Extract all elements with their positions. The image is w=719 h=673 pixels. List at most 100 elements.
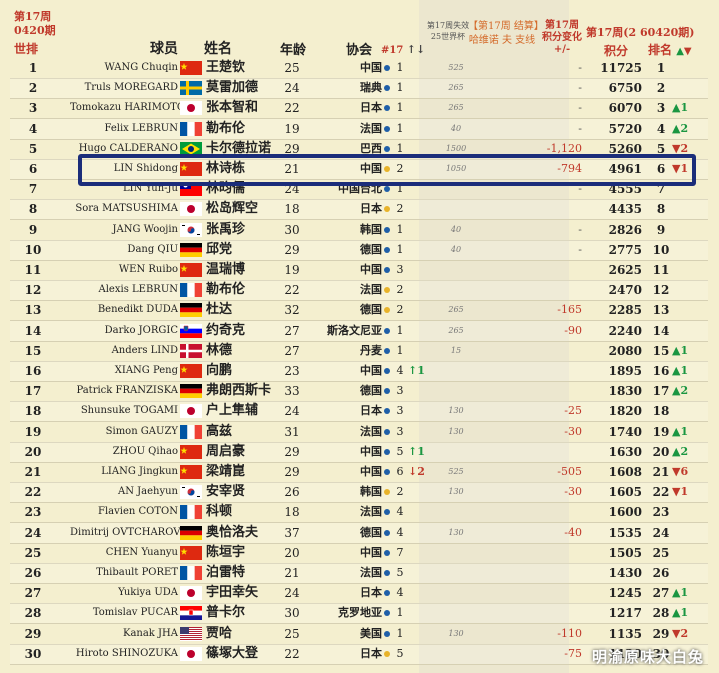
player-name-en: Shunsuke TOGAMI xyxy=(80,405,178,417)
header-week: 第17周 0420期 xyxy=(14,10,56,37)
player-age: 30 xyxy=(284,606,300,621)
new-rank: 8 xyxy=(656,202,666,217)
col17-value: 5 xyxy=(396,646,404,660)
watermark: 明渝原味大白兔 xyxy=(592,648,705,666)
points-change xyxy=(530,442,582,462)
table-row: 25 CHEN Yuanyu 陈垣宇 20 中国 7 1505 25 xyxy=(10,543,708,564)
world-rank: 2 xyxy=(28,81,38,96)
rank-move: ▼2 xyxy=(672,141,689,155)
table-row: 23 Flavien COTON 科顿 18 法国 4 1600 23 xyxy=(10,502,708,524)
dropped-points: 1500 xyxy=(445,143,467,153)
col17-value: 1 xyxy=(396,323,404,337)
world-rank: 17 xyxy=(24,384,42,399)
table-row: 20 ZHOU Qihao 周启豪 29 中国 5 ↑1 1630 20 ▲2 xyxy=(10,441,708,463)
points: 6070 xyxy=(608,101,642,116)
player-name-cn: 周启豪 xyxy=(206,443,246,459)
world-rank: 29 xyxy=(24,626,42,641)
points-change: -30 xyxy=(564,424,582,438)
association-dot-icon xyxy=(384,347,390,354)
points-change xyxy=(530,603,582,623)
player-age: 22 xyxy=(284,101,300,116)
header-assoc: 协会 xyxy=(346,43,373,58)
player-association: 德国 xyxy=(360,525,382,539)
col17-value: 1 xyxy=(396,141,404,155)
player-age: 32 xyxy=(284,303,300,318)
association-dot-icon xyxy=(384,509,390,516)
player-name-en: Dang QIU xyxy=(127,243,178,255)
association-dot-icon xyxy=(384,529,390,536)
dropped-points xyxy=(434,199,478,219)
association-dot-icon xyxy=(384,267,390,273)
new-rank: 30 xyxy=(652,646,670,661)
player-name-cn: 安宰贤 xyxy=(206,484,246,500)
col17-value: 4 xyxy=(396,364,404,377)
col17-value: 1 xyxy=(396,121,404,135)
player-name-cn: 奥恰洛夫 xyxy=(206,524,259,540)
header-result: 【第17周 结算】 哈维诺 夫 支线 xyxy=(468,21,544,46)
flag-br-icon xyxy=(180,141,202,156)
points-change xyxy=(530,361,582,381)
dropped-points xyxy=(434,583,478,603)
dropped-points: 130 xyxy=(448,527,464,537)
player-age: 29 xyxy=(284,141,300,156)
dropped-points xyxy=(434,603,478,623)
association-dot-icon xyxy=(384,549,390,556)
new-rank: 29 xyxy=(652,626,670,641)
new-rank: 27 xyxy=(652,586,670,601)
player-name-cn: 户上隼辅 xyxy=(206,403,259,419)
world-rank: 21 xyxy=(24,465,42,479)
association-dot-icon xyxy=(384,186,390,193)
world-rank: 5 xyxy=(28,141,38,156)
dropped-points: 525 xyxy=(448,63,464,72)
player-association: 法国 xyxy=(360,121,382,135)
new-rank: 9 xyxy=(656,222,666,237)
association-dot-icon xyxy=(384,570,390,576)
points-change: -75 xyxy=(564,646,582,660)
player-age: 19 xyxy=(284,121,300,136)
points: 1135 xyxy=(608,626,642,641)
new-rank: 15 xyxy=(652,343,670,358)
rank-move: ▲2 xyxy=(672,384,689,398)
rank-move: ▲1 xyxy=(672,424,689,438)
col17-value: 5 xyxy=(396,444,404,458)
points: 1535 xyxy=(608,525,642,540)
world-rank: 26 xyxy=(24,566,42,580)
player-age: 33 xyxy=(284,384,300,399)
world-rank: 19 xyxy=(24,424,42,439)
player-name-cn: 篠塚大登 xyxy=(206,645,259,661)
points-change xyxy=(530,563,582,583)
new-rank: 13 xyxy=(652,303,670,318)
player-age: 23 xyxy=(284,364,300,378)
table-header: 第17周 0420期 世排 球员 姓名 年龄 协会 #17 ↑↓ 第17周失效 25… xyxy=(0,0,719,58)
player-name-en: Simon GAUZY xyxy=(105,425,178,437)
flag-fr-icon xyxy=(180,283,202,298)
world-rank: 6 xyxy=(28,162,38,176)
association-dot-icon xyxy=(384,469,390,475)
player-association: 德国 xyxy=(360,384,382,398)
player-name-en: Truls MOREGARD xyxy=(84,82,178,94)
world-rank: 30 xyxy=(24,646,42,661)
player-name-cn: 弗朗西斯卡 xyxy=(206,383,272,399)
player-association: 巴西 xyxy=(360,141,382,155)
player-name-cn: 王楚钦 xyxy=(206,60,246,75)
points-change: -40 xyxy=(564,525,582,539)
new-rank: 1 xyxy=(656,61,666,75)
flag-jp-icon xyxy=(180,202,202,217)
association-dot-icon xyxy=(384,105,390,112)
points: 1217 xyxy=(608,606,642,621)
flag-cn-icon xyxy=(180,444,202,459)
table-row: 30 Hiroto SHINOZUKA 篠塚大登 22 日本 5 -75 1120 30 xyxy=(10,643,708,665)
player-age: 22 xyxy=(284,646,300,661)
points-change xyxy=(530,543,582,563)
association-dot-icon xyxy=(384,65,390,71)
points: 1740 xyxy=(608,424,642,439)
association-dot-icon xyxy=(384,287,390,294)
table-row: 2 Truls MOREGARD 莫雷加德 24 瑞典 1 265 - 6750 2 xyxy=(10,78,708,100)
association-dot-icon xyxy=(384,650,390,657)
points-change: -165 xyxy=(557,303,582,317)
col17-value: 2 xyxy=(396,303,404,317)
player-association: 日本 xyxy=(360,586,382,600)
col17-value: 3 xyxy=(396,263,404,276)
points: 1430 xyxy=(608,566,642,580)
player-age: 18 xyxy=(284,202,300,217)
